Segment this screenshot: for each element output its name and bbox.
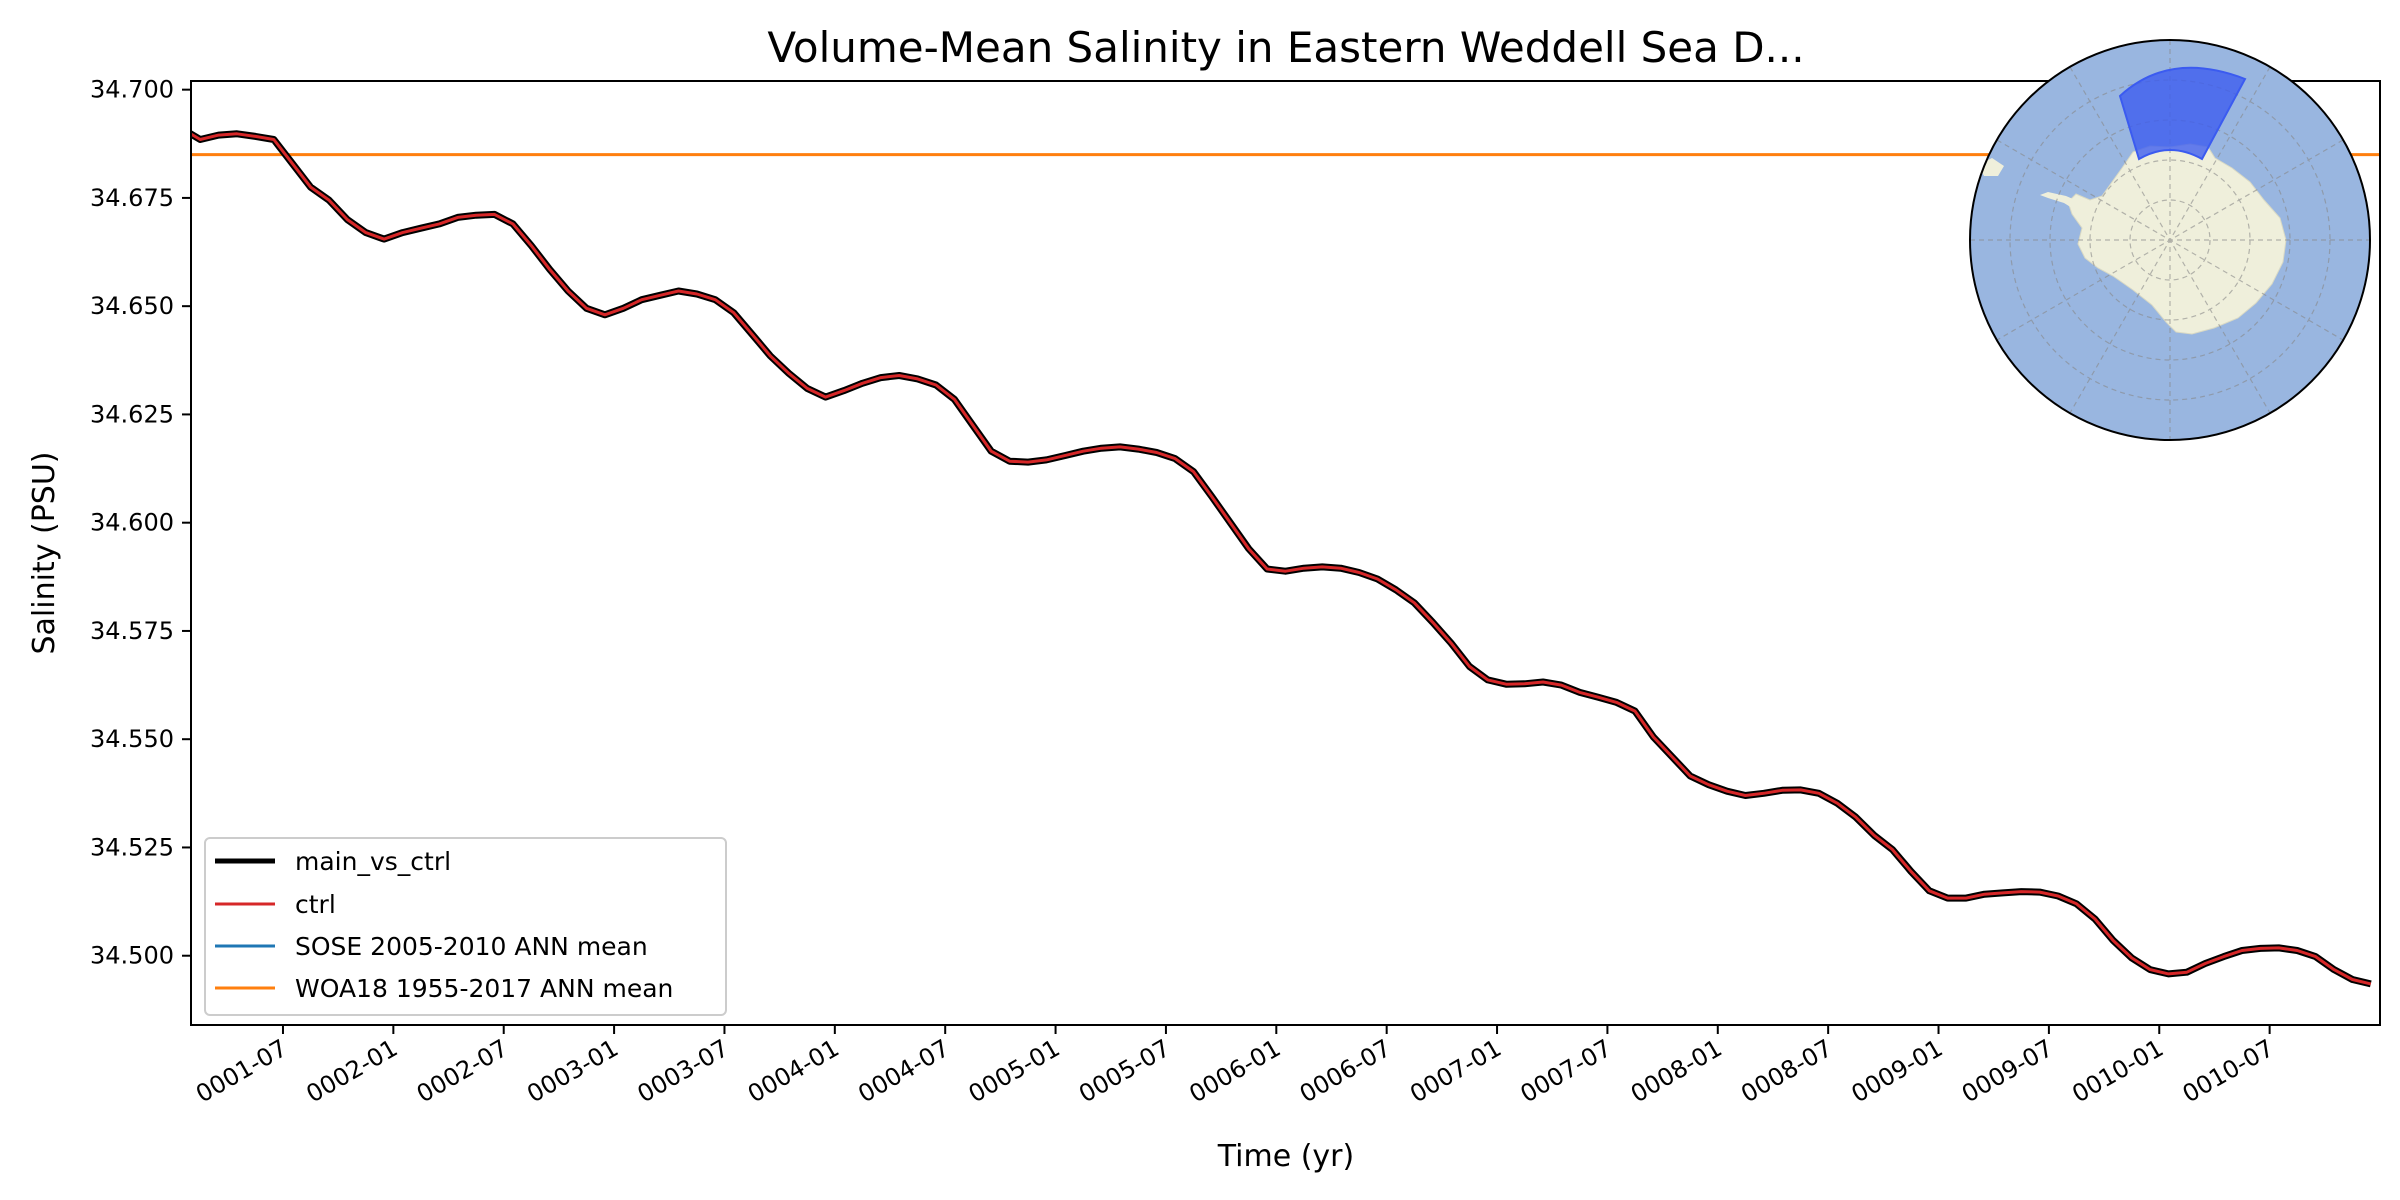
y-tick-label: 34.675 xyxy=(90,184,174,212)
y-tick-label: 34.550 xyxy=(90,725,174,753)
y-tick-label: 34.700 xyxy=(90,76,174,104)
plot-frame xyxy=(190,80,2381,1026)
y-tick-label: 34.575 xyxy=(90,617,174,645)
graticule xyxy=(1970,40,2370,440)
y-axis-ticks: 34.500 34.525 34.550 34.575 34.600 34.625 34.6… xyxy=(90,76,191,970)
y-tick-label: 34.650 xyxy=(90,292,174,320)
legend-label-main-vs-ctrl: main_vs_ctrl xyxy=(295,847,451,876)
y-tick-label: 34.600 xyxy=(90,509,174,537)
y-tick-label: 34.525 xyxy=(90,833,174,861)
legend-box xyxy=(204,837,727,1016)
peninsula-landmass xyxy=(2040,192,2082,214)
x-axis-label: Time (yr) xyxy=(1217,1139,1354,1174)
map-content xyxy=(1970,40,2370,440)
chart-title: Volume-Mean Salinity in Eastern Weddell … xyxy=(767,23,1804,72)
eastern-weddell-region xyxy=(2118,66,2247,161)
y-axis-label: Salinity (PSU) xyxy=(27,452,62,655)
antarctica-landmass xyxy=(2067,143,2287,335)
legend-label-woa18: WOA18 1955-2017 ANN mean xyxy=(295,974,673,1003)
legend-label-sose: SOSE 2005-2010 ANN mean xyxy=(295,932,648,961)
map-border xyxy=(1969,39,2371,441)
inset-polar-map xyxy=(1969,39,2371,441)
legend-label-ctrl: ctrl xyxy=(295,890,336,919)
legend: main_vs_ctrl ctrl SOSE 2005-2010 ANN mea… xyxy=(204,837,727,1016)
y-tick-label: 34.625 xyxy=(90,400,174,428)
ctrl-line xyxy=(191,132,2372,986)
y-tick-label: 34.500 xyxy=(90,942,174,970)
